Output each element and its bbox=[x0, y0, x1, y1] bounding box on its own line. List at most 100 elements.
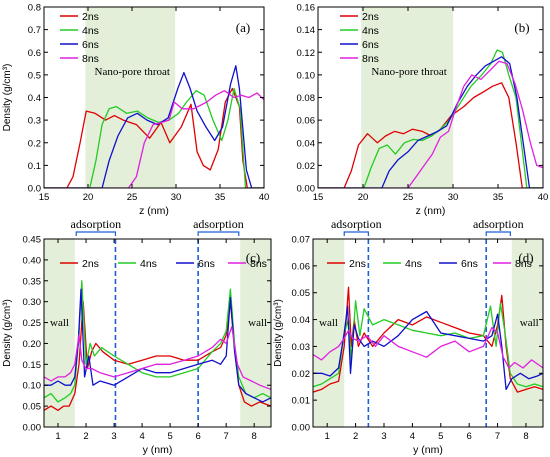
shaded-region bbox=[361, 7, 453, 188]
y-tick-label: 0.02 bbox=[292, 369, 311, 380]
y-tick-label: 0.04 bbox=[297, 138, 316, 149]
panel-b: Nano-pore throat 15 20 25 30 35 40 0.00 0.02 0.04… bbox=[297, 3, 549, 218]
x-tick-label: 20 bbox=[358, 192, 369, 203]
legend-label-6ns: 6ns bbox=[198, 258, 215, 270]
wall-label: wall bbox=[248, 317, 267, 329]
y-tick-label: 0.20 bbox=[23, 339, 42, 350]
panel-c: wall wall adsorption adsorption 1 2 3 4 5 6 7 8 0.00… bbox=[2, 217, 272, 456]
shaded-region bbox=[44, 239, 75, 427]
legend-label-8ns: 8ns bbox=[250, 258, 267, 270]
legend-label-8ns: 8ns bbox=[515, 258, 532, 270]
x-tick-label: 20 bbox=[83, 192, 94, 203]
x-tick-label: 7 bbox=[495, 431, 500, 442]
panel-tag: (c) bbox=[246, 250, 260, 265]
adsorption-label: adsorption bbox=[473, 217, 524, 231]
y-tick-label: 0.01 bbox=[292, 396, 311, 407]
x-tick-label: 25 bbox=[127, 192, 138, 203]
x-tick-label: 5 bbox=[438, 431, 443, 442]
x-tick-label: 6 bbox=[467, 431, 472, 442]
series-line-4ns bbox=[313, 300, 543, 388]
series-line-2ns bbox=[313, 286, 543, 393]
legend-label-4ns: 4ns bbox=[82, 25, 99, 37]
legend-label-6ns: 6ns bbox=[82, 39, 99, 51]
x-tick-label: 6 bbox=[195, 431, 200, 442]
y-tick-label: 0.00 bbox=[292, 423, 311, 434]
legend-label-2ns: 2ns bbox=[362, 11, 379, 23]
y-tick-label: 0.7 bbox=[28, 25, 41, 36]
legend-label-2ns: 2ns bbox=[349, 258, 366, 270]
legend-label-2ns: 2ns bbox=[82, 11, 99, 23]
x-tick-label: 2 bbox=[83, 431, 88, 442]
series-line-6ns bbox=[318, 56, 543, 188]
x-tick-label: 1 bbox=[325, 431, 330, 442]
series-line-8ns bbox=[313, 326, 543, 369]
y-tick-label: 0.05 bbox=[292, 288, 311, 299]
adsorption-bracket bbox=[197, 231, 240, 236]
adsorption-label: adsorption bbox=[331, 217, 382, 231]
y-tick-label: 0.30 bbox=[23, 297, 42, 308]
y-axis-label: Density (g/cm³) bbox=[273, 299, 284, 367]
y-axis-label: Density (g/cm³) bbox=[2, 299, 13, 367]
legend-label-4ns: 4ns bbox=[405, 258, 422, 270]
legend-label-8ns: 8ns bbox=[362, 53, 379, 65]
y-tick-label: 0.2 bbox=[28, 138, 41, 149]
y-tick-label: 0.00 bbox=[297, 184, 316, 195]
shaded-region bbox=[313, 239, 345, 427]
legend: 2ns 4ns 6ns 8ns bbox=[340, 11, 379, 65]
x-tick-label: 3 bbox=[381, 431, 386, 442]
x-tick-label: 35 bbox=[215, 192, 226, 203]
y-tick-label: 0.03 bbox=[292, 342, 311, 353]
legend-label-4ns: 4ns bbox=[140, 258, 157, 270]
x-tick-label: 5 bbox=[167, 431, 172, 442]
series-line-8ns bbox=[44, 326, 271, 391]
x-tick-label: 40 bbox=[259, 192, 270, 203]
panel-tag: (d) bbox=[518, 250, 533, 265]
y-tick-label: 0.25 bbox=[23, 318, 42, 329]
x-tick-label: 4 bbox=[139, 431, 144, 442]
y-tick-label: 0.6 bbox=[28, 48, 41, 59]
series-line-8ns bbox=[44, 90, 264, 188]
legend-label-4ns: 4ns bbox=[362, 25, 379, 37]
legend: 2ns 4ns 6ns 8ns bbox=[327, 258, 532, 270]
x-tick-label: 7 bbox=[224, 431, 229, 442]
series-line-2ns bbox=[44, 87, 264, 188]
panel-tag: (b) bbox=[514, 20, 529, 35]
legend-label-6ns: 6ns bbox=[461, 258, 478, 270]
x-tick-label: 8 bbox=[252, 431, 257, 442]
adsorption-label: adsorption bbox=[193, 217, 244, 231]
y-tick-label: 0.45 bbox=[23, 235, 42, 246]
adsorption-bracket bbox=[485, 231, 511, 236]
x-tick-label: 1 bbox=[55, 431, 60, 442]
x-axis-label: z (nm) bbox=[139, 205, 169, 217]
shaded-region bbox=[511, 239, 543, 427]
x-tick-label: 30 bbox=[448, 192, 459, 203]
wall-label: wall bbox=[520, 317, 539, 329]
y-tick-label: 0.05 bbox=[23, 402, 42, 413]
x-tick-label: 2 bbox=[353, 431, 358, 442]
legend-label-6ns: 6ns bbox=[362, 39, 379, 51]
series-line-6ns bbox=[44, 65, 264, 188]
y-tick-label: 0.06 bbox=[297, 116, 316, 127]
adsorption-bracket bbox=[343, 231, 369, 236]
x-tick-label: 15 bbox=[39, 192, 50, 203]
y-tick-label: 0.35 bbox=[23, 276, 42, 287]
y-tick-label: 0.40 bbox=[23, 255, 42, 266]
legend: 2ns 4ns 6ns 8ns bbox=[60, 11, 99, 65]
y-tick-label: 0.07 bbox=[292, 235, 311, 246]
series-group bbox=[44, 280, 271, 411]
x-axis-label: y (nm) bbox=[143, 444, 173, 456]
y-tick-label: 0.16 bbox=[297, 3, 316, 14]
y-tick-label: 0.02 bbox=[297, 161, 316, 172]
y-axis-label: Density (g/cm³) bbox=[2, 64, 13, 132]
series-line-6ns bbox=[313, 305, 543, 391]
series-group bbox=[313, 286, 543, 393]
series-line-4ns bbox=[44, 87, 264, 188]
x-axis-label: y (nm) bbox=[413, 444, 443, 456]
y-tick-label: 0.1 bbox=[28, 161, 41, 172]
x-tick-label: 4 bbox=[410, 431, 415, 442]
y-tick-label: 0.3 bbox=[28, 116, 41, 127]
wall-label: wall bbox=[319, 317, 338, 329]
legend-label-8ns: 8ns bbox=[82, 53, 99, 65]
y-tick-label: 0.0 bbox=[28, 184, 41, 195]
x-tick-label: 15 bbox=[313, 192, 324, 203]
